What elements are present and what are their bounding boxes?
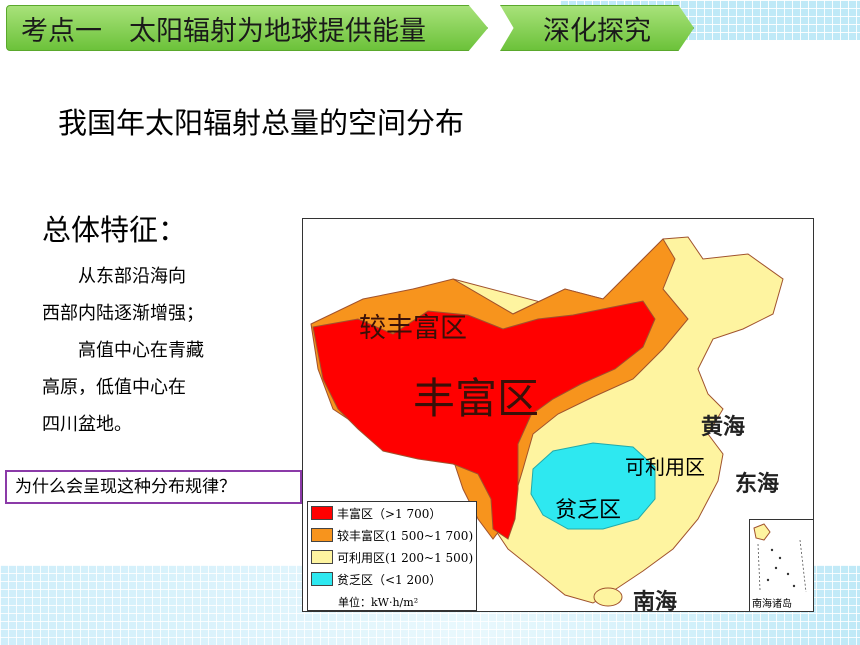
description-line: 高值中心在青藏 bbox=[78, 340, 204, 361]
legend-swatch-poor bbox=[311, 572, 333, 586]
legend-item: 可利用区(1 200~1 500) bbox=[311, 548, 473, 566]
solar-radiation-map: 较丰富区 丰富区 可利用区 贫乏区 黄海 东海 南海 丰富区（>1 700） 较… bbox=[302, 218, 814, 612]
rich-region bbox=[312, 300, 656, 540]
legend-swatch-usable bbox=[311, 550, 333, 564]
topic-tab[interactable]: 考点一 太阳辐射为地球提供能量 bbox=[6, 5, 488, 51]
label-rich-zone: 丰富区 bbox=[413, 374, 540, 423]
section-tab-label: 深化探究 bbox=[543, 15, 651, 47]
map-graphic bbox=[310, 236, 784, 607]
header-bar: 考点一 太阳辐射为地球提供能量 深化探究 bbox=[6, 5, 694, 51]
description-line: 西部内陆逐渐增强； bbox=[42, 303, 204, 324]
label-usable-zone: 可利用区 bbox=[625, 455, 705, 479]
legend-swatch-fairly-rich bbox=[311, 528, 333, 542]
description-line: 高原，低值中心在 bbox=[42, 377, 186, 398]
inset-label: 南海诸岛 bbox=[752, 599, 792, 610]
topic-tab-label: 考点一 太阳辐射为地球提供能量 bbox=[21, 15, 426, 47]
inset-graphic bbox=[753, 523, 807, 593]
legend-item: 贫乏区（<1 200） bbox=[311, 570, 441, 588]
description-line: 四川盆地。 bbox=[42, 414, 132, 435]
legend-unit: 单位：kW·h/m² bbox=[338, 596, 419, 609]
legend-item: 较丰富区(1 500~1 700) bbox=[311, 526, 473, 544]
south-sea-islands-inset: 南海诸岛 bbox=[749, 519, 813, 611]
label-poor-zone: 贫乏区 bbox=[555, 498, 622, 523]
feature-description: 从东部沿海向 西部内陆逐渐增强； 高值中心在青藏 高原，低值中心在 四川盆地。 bbox=[42, 258, 242, 443]
poor-region bbox=[530, 442, 656, 530]
description-line: 从东部沿海向 bbox=[78, 266, 186, 287]
label-east-sea: 东海 bbox=[735, 471, 780, 497]
slide-title: 我国年太阳辐射总量的空间分布 bbox=[58, 106, 465, 140]
legend-item: 丰富区（>1 700） bbox=[311, 504, 441, 522]
section-tab[interactable]: 深化探究 bbox=[500, 5, 694, 51]
features-heading: 总体特征： bbox=[42, 213, 188, 247]
question-box: 为什么会呈现这种分布规律？ bbox=[5, 470, 302, 504]
legend-swatch-rich bbox=[311, 506, 333, 520]
label-south-sea: 南海 bbox=[633, 589, 678, 612]
hainan-island bbox=[593, 587, 623, 607]
map-legend: 丰富区（>1 700） 较丰富区(1 500~1 700) 可利用区(1 200… bbox=[307, 501, 477, 611]
label-yellow-sea: 黄海 bbox=[701, 414, 746, 440]
label-fairly-rich-zone: 较丰富区 bbox=[359, 313, 467, 344]
